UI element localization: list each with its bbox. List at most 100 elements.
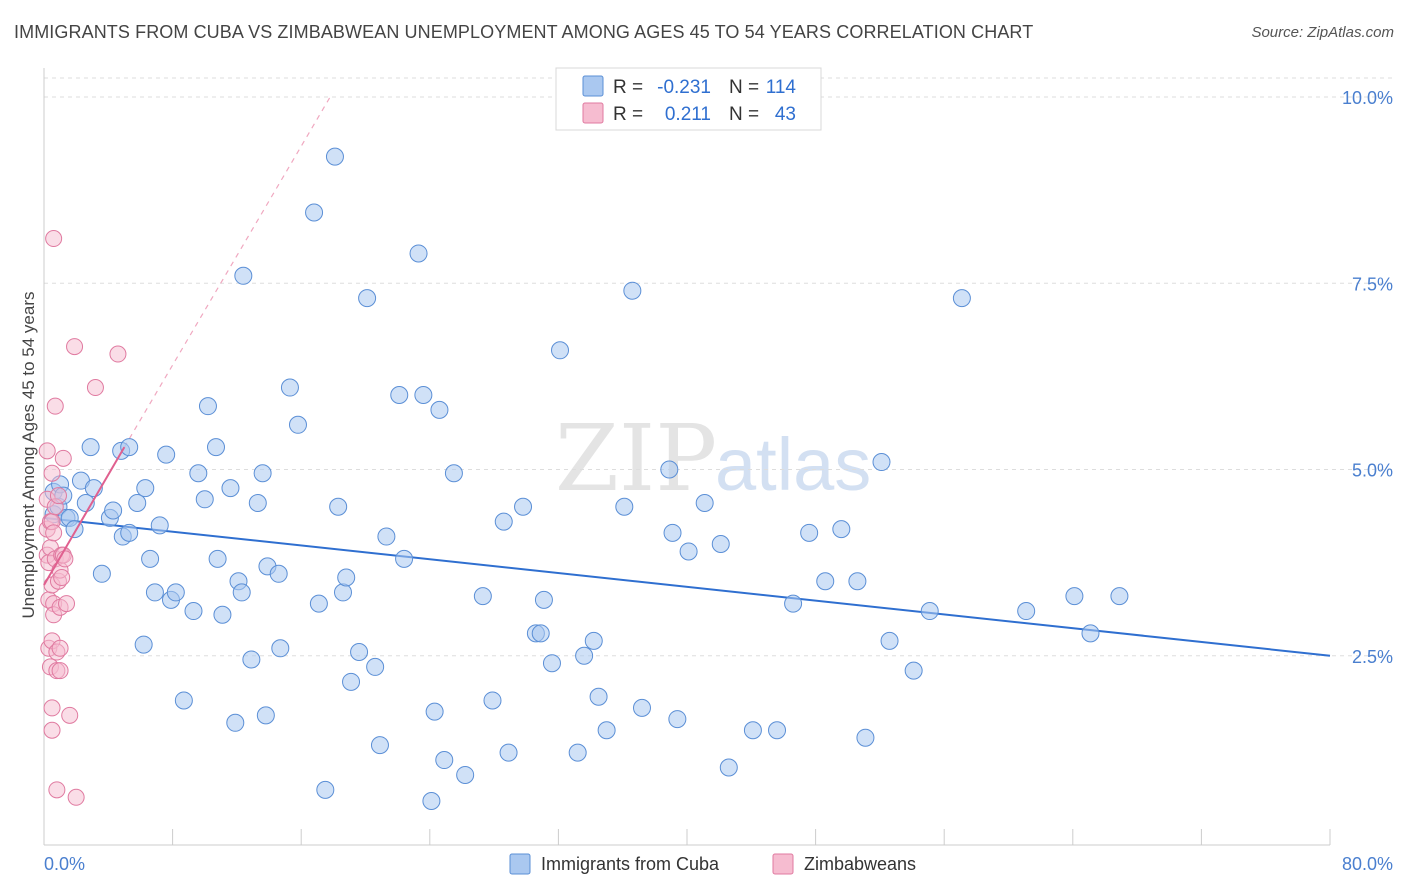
data-point-cuba bbox=[221, 479, 240, 498]
legend-r-label-1: R = bbox=[613, 77, 643, 98]
data-point-cuba bbox=[531, 624, 550, 643]
data-point-zimbabwe bbox=[67, 788, 85, 806]
data-point-cuba bbox=[337, 568, 356, 587]
data-point-cuba bbox=[189, 464, 208, 483]
data-point-cuba bbox=[1110, 587, 1129, 606]
data-point-zimbabwe bbox=[58, 595, 76, 613]
data-point-cuba bbox=[711, 535, 730, 553]
data-point-cuba bbox=[534, 590, 553, 609]
data-point-cuba bbox=[494, 512, 513, 531]
data-point-cuba bbox=[568, 743, 587, 762]
data-point-cuba bbox=[632, 698, 651, 717]
data-point-cuba bbox=[473, 587, 492, 606]
data-point-zimbabwe bbox=[43, 464, 61, 482]
data-point-cuba bbox=[784, 594, 803, 613]
legend-r-value-1: -0.231 bbox=[657, 77, 711, 98]
data-point-cuba bbox=[226, 713, 245, 732]
data-point-cuba bbox=[597, 721, 616, 740]
data-point-cuba bbox=[350, 643, 369, 662]
data-point-cuba bbox=[248, 494, 267, 513]
data-point-cuba bbox=[409, 244, 428, 263]
data-point-cuba bbox=[370, 736, 389, 755]
data-point-cuba bbox=[695, 494, 714, 513]
data-point-cuba bbox=[390, 386, 409, 404]
data-point-cuba bbox=[848, 572, 867, 591]
legend-n-label-1: N = bbox=[729, 77, 759, 98]
x-tick-max: 80.0% bbox=[1342, 854, 1393, 874]
data-point-cuba bbox=[145, 583, 164, 602]
bottom-legend-swatch-zimbabwe bbox=[772, 853, 794, 875]
data-point-cuba bbox=[141, 549, 160, 568]
trend-lines bbox=[43, 96, 1331, 657]
data-point-cuba bbox=[81, 438, 100, 457]
data-point-zimbabwe bbox=[51, 639, 69, 657]
watermark: ZIP atlas bbox=[555, 405, 871, 512]
data-point-cuba bbox=[174, 691, 193, 710]
data-point-cuba bbox=[207, 438, 226, 457]
data-point-zimbabwe bbox=[38, 442, 56, 460]
data-point-cuba bbox=[872, 453, 891, 472]
data-point-cuba bbox=[242, 650, 261, 669]
data-point-cuba bbox=[213, 605, 232, 624]
data-point-zimbabwe bbox=[49, 487, 67, 505]
y-tick-label: 2.5% bbox=[1352, 647, 1393, 667]
data-point-cuba bbox=[198, 397, 217, 416]
data-point-cuba bbox=[952, 289, 971, 308]
legend-n-label-2: N = bbox=[729, 104, 759, 125]
y-tick-label: 10.0% bbox=[1342, 88, 1393, 108]
data-point-cuba bbox=[856, 728, 875, 747]
trend-line-zimbabwe bbox=[43, 446, 126, 586]
data-point-cuba bbox=[1081, 624, 1100, 643]
data-point-cuba bbox=[542, 654, 561, 673]
data-point-cuba bbox=[120, 438, 139, 457]
data-point-cuba bbox=[234, 266, 253, 285]
watermark-zip: ZIP bbox=[555, 405, 717, 512]
data-point-cuba bbox=[668, 710, 687, 729]
data-point-cuba bbox=[280, 378, 299, 397]
data-point-cuba bbox=[377, 527, 396, 546]
data-point-cuba bbox=[800, 523, 819, 542]
data-point-cuba bbox=[483, 691, 502, 710]
data-point-cuba bbox=[342, 672, 361, 691]
data-point-cuba bbox=[904, 661, 923, 680]
data-point-cuba bbox=[719, 758, 738, 777]
data-point-cuba bbox=[136, 479, 155, 498]
data-point-cuba bbox=[92, 564, 111, 583]
data-point-cuba bbox=[623, 281, 642, 300]
y-tick-label: 5.0% bbox=[1352, 461, 1393, 481]
data-point-cuba bbox=[253, 464, 272, 483]
legend-swatch-zimbabwe bbox=[582, 102, 604, 124]
legend-n-value-2: 43 bbox=[775, 104, 796, 125]
legend-r-value-2: 0.211 bbox=[665, 104, 711, 125]
data-point-cuba bbox=[358, 289, 377, 308]
data-point-cuba bbox=[920, 602, 939, 621]
data-point-cuba bbox=[195, 490, 214, 509]
data-point-cuba bbox=[832, 520, 851, 539]
data-point-cuba bbox=[325, 147, 344, 166]
data-point-cuba bbox=[1065, 587, 1084, 606]
data-point-cuba bbox=[329, 497, 348, 516]
data-point-zimbabwe bbox=[43, 699, 61, 717]
data-point-zimbabwe bbox=[46, 397, 64, 415]
data-point-cuba bbox=[120, 523, 139, 542]
legend-n-value-1: 114 bbox=[766, 77, 797, 98]
data-point-zimbabwe bbox=[48, 781, 66, 799]
gridlines bbox=[44, 77, 1393, 657]
data-point-cuba bbox=[166, 583, 185, 602]
data-point-cuba bbox=[435, 751, 454, 770]
legend-r-label-2: R = bbox=[613, 104, 643, 125]
data-point-cuba bbox=[316, 780, 335, 799]
data-point-cuba bbox=[499, 743, 518, 762]
data-point-cuba bbox=[309, 594, 328, 613]
source-credit: Source: ZipAtlas.com bbox=[1251, 24, 1394, 41]
data-point-cuba bbox=[584, 631, 603, 650]
data-point-zimbabwe bbox=[61, 706, 79, 724]
data-point-cuba bbox=[679, 542, 698, 561]
data-point-cuba bbox=[589, 687, 608, 706]
data-point-zimbabwe bbox=[66, 338, 84, 356]
data-point-zimbabwe bbox=[45, 524, 63, 542]
data-point-cuba bbox=[269, 564, 288, 583]
data-point-zimbabwe bbox=[86, 379, 104, 397]
data-point-cuba bbox=[333, 583, 352, 602]
